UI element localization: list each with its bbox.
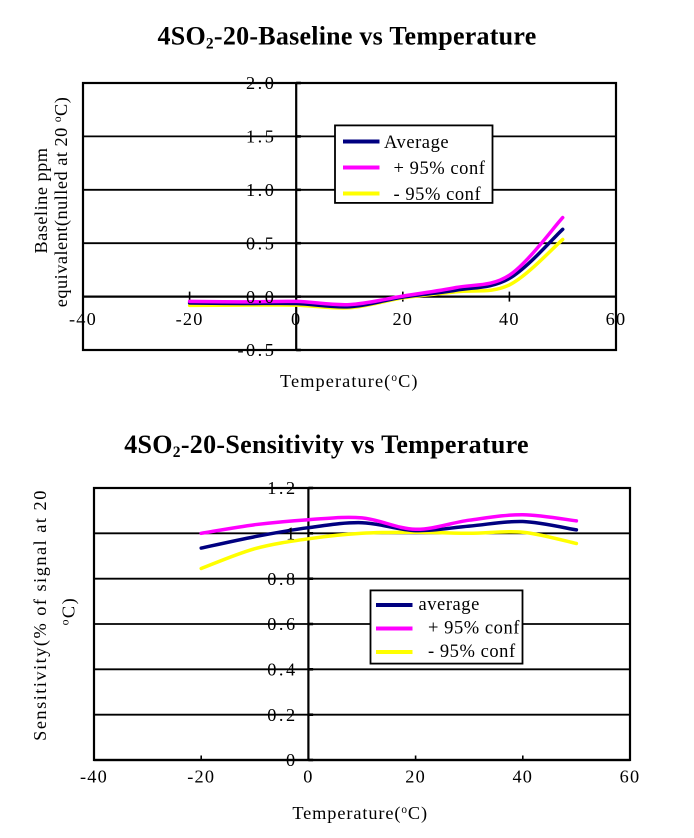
svg-text:Temperature(oC): Temperature(oC) xyxy=(292,803,428,824)
svg-text:average: average xyxy=(419,595,480,615)
svg-text:4SO2-20-Baseline vs Temperatur: 4SO2-20-Baseline vs Temperature xyxy=(157,21,536,52)
svg-text:Sensitivity(% of signal at 20: Sensitivity(% of signal at 20 xyxy=(30,489,51,741)
svg-text:oC): oC) xyxy=(59,597,80,625)
svg-text:- 95% conf: - 95% conf xyxy=(394,185,482,205)
svg-text:0.8: 0.8 xyxy=(267,569,297,589)
svg-text:Average: Average xyxy=(384,133,449,153)
svg-text:2.0: 2.0 xyxy=(246,73,276,93)
svg-text:-0.5: -0.5 xyxy=(237,340,276,360)
svg-text:Temperature(oC): Temperature(oC) xyxy=(280,371,419,392)
svg-text:1.0: 1.0 xyxy=(246,180,276,200)
svg-text:0: 0 xyxy=(291,309,301,329)
svg-text:4SO2-20-Sensitivity vs Tempera: 4SO2-20-Sensitivity vs Temperature xyxy=(124,430,529,461)
svg-text:0: 0 xyxy=(286,750,298,770)
svg-text:1: 1 xyxy=(286,524,298,544)
svg-text:- 95% conf: - 95% conf xyxy=(428,642,516,662)
svg-text:20: 20 xyxy=(392,309,413,329)
svg-text:-40: -40 xyxy=(80,767,108,787)
svg-text:0.5: 0.5 xyxy=(246,233,276,253)
svg-text:0.2: 0.2 xyxy=(267,705,297,725)
svg-text:Baseline ppm: Baseline ppm xyxy=(31,147,51,253)
svg-text:20: 20 xyxy=(405,767,426,787)
svg-text:60: 60 xyxy=(606,309,627,329)
svg-text:40: 40 xyxy=(499,309,520,329)
svg-text:40: 40 xyxy=(512,767,533,787)
svg-text:1.2: 1.2 xyxy=(267,478,297,498)
svg-text:-40: -40 xyxy=(69,309,97,329)
svg-text:equivalent(nulled at 20 oC): equivalent(nulled at 20 oC) xyxy=(51,97,72,308)
svg-text:0: 0 xyxy=(303,767,313,787)
svg-text:1.5: 1.5 xyxy=(246,127,276,147)
svg-text:0.0: 0.0 xyxy=(246,287,276,307)
svg-text:-20: -20 xyxy=(187,767,215,787)
svg-text:-20: -20 xyxy=(176,309,204,329)
svg-text:+ 95% conf: + 95% conf xyxy=(394,159,486,179)
svg-text:60: 60 xyxy=(620,767,641,787)
svg-text:0.4: 0.4 xyxy=(267,660,297,680)
svg-text:0.6: 0.6 xyxy=(267,614,297,634)
svg-text:+ 95% conf: + 95% conf xyxy=(428,619,520,639)
